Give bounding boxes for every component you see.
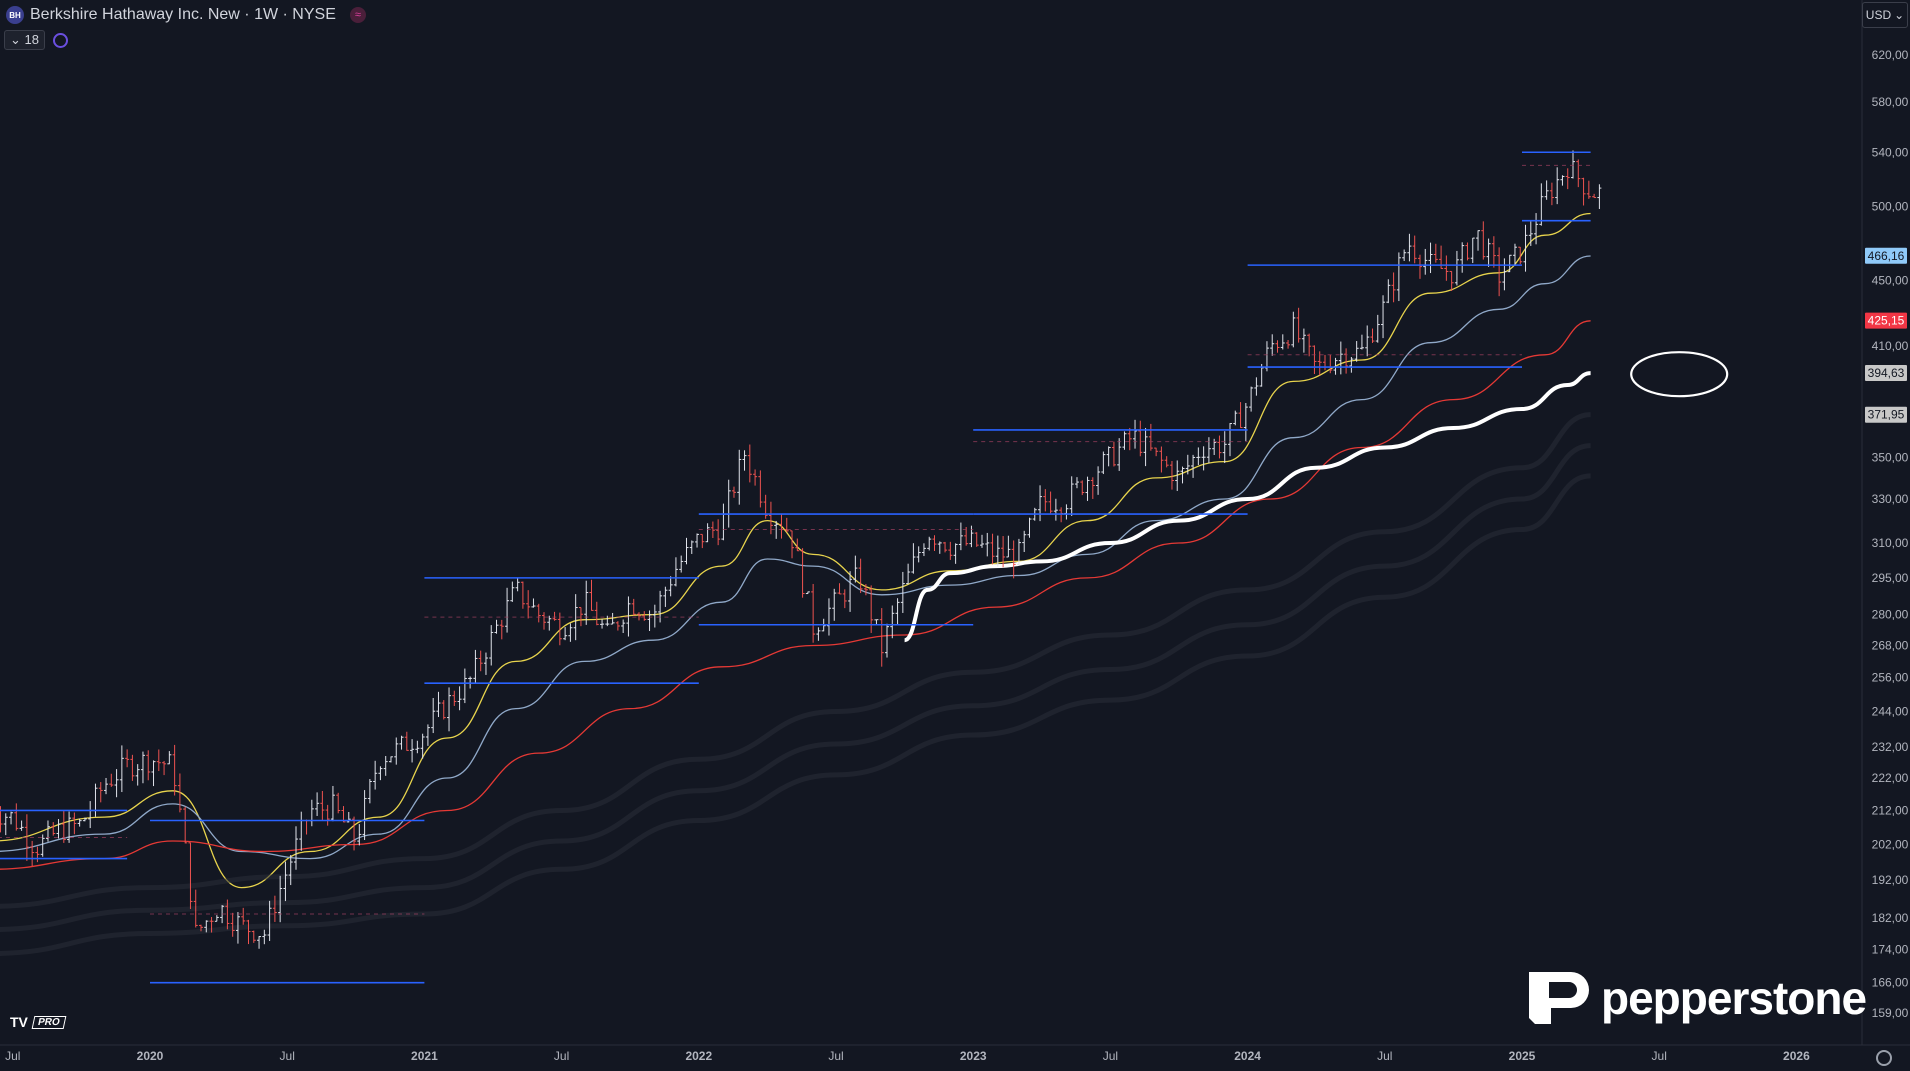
price-tick-label: 580,00 (1872, 95, 1909, 109)
price-tick-label: 256,00 (1872, 671, 1909, 685)
tradingview-logo[interactable]: TV PRO (10, 1014, 66, 1030)
price-tick-label: 540,00 (1872, 145, 1909, 159)
moving-average-line (0, 255, 1591, 860)
symbol-logo-icon: BH (6, 6, 24, 24)
time-tick-label: 2023 (960, 1049, 987, 1063)
watermark-brand: pepperstone (1601, 972, 1867, 1024)
moving-average-line (0, 212, 1591, 889)
price-tag (1865, 365, 1907, 382)
chevron-down-icon: ⌄ (10, 32, 21, 47)
moving-average-line (903, 371, 1591, 643)
time-tick-label: 2022 (685, 1049, 712, 1063)
time-tick-label: Jul (5, 1049, 20, 1063)
time-tick-label: Jul (828, 1049, 843, 1063)
time-tick-label: 2020 (137, 1049, 164, 1063)
price-tick-label: 620,00 (1872, 48, 1909, 62)
price-tick-label: 202,00 (1872, 837, 1909, 851)
price-tick-label: 330,00 (1872, 492, 1909, 506)
time-tick-label: 2021 (411, 1049, 438, 1063)
price-tick-label: 350,00 (1872, 451, 1909, 465)
pepperstone-logo-icon (1529, 972, 1589, 1024)
tv-pro-badge: PRO (31, 1015, 66, 1029)
time-tick-label: 2024 (1234, 1049, 1261, 1063)
indicators-count: 18 (24, 32, 39, 47)
gear-icon[interactable] (1876, 1050, 1892, 1066)
price-tick-label: 500,00 (1872, 199, 1909, 213)
moving-averages (0, 212, 1591, 956)
moving-average-line (0, 473, 1591, 956)
price-tick-label: 310,00 (1872, 536, 1909, 550)
time-tick-label: Jul (280, 1049, 295, 1063)
price-tick-label: 212,00 (1872, 803, 1909, 817)
tv-logo-text: TV (10, 1014, 28, 1030)
support-resistance-levels (0, 151, 1591, 984)
moving-average-line (0, 320, 1591, 870)
chart-header: BH Berkshire Hathaway Inc. New · 1W · NY… (6, 4, 366, 26)
price-tag-label: 425,15 (1868, 314, 1905, 328)
chart-grid (0, 0, 1910, 1046)
currency-label: USD (1865, 8, 1892, 22)
price-tag-label: 394,63 (1868, 366, 1905, 380)
currency-selector[interactable]: USD ⌄ (1862, 2, 1908, 28)
price-tick-label: 280,00 (1872, 608, 1909, 622)
price-tick-label: 166,00 (1872, 976, 1909, 990)
time-tick-label: 2025 (1509, 1049, 1536, 1063)
time-tick-label: 2026 (1783, 1049, 1810, 1063)
price-tick-label: 268,00 (1872, 638, 1909, 652)
indicators-toggle-button[interactable]: ⌄ 18 (4, 30, 45, 50)
price-tick-label: 192,00 (1872, 873, 1909, 887)
price-tick-label: 232,00 (1872, 740, 1909, 754)
price-tag (1865, 406, 1907, 423)
price-axis: 620,00 580,00 540,00 500,00 450,00 410,00 350,… (1865, 48, 1909, 1020)
chevron-down-icon: ⌄ (1894, 8, 1905, 22)
price-tag (1865, 312, 1907, 329)
pepperstone-watermark: pepperstone (1525, 968, 1867, 1028)
price-tick-label: 244,00 (1872, 705, 1909, 719)
price-tag-label: 371,95 (1868, 408, 1905, 422)
price-tag-label: 466,16 (1868, 249, 1905, 263)
price-tick-label: 182,00 (1872, 911, 1909, 925)
price-tick-label: 222,00 (1872, 771, 1909, 785)
compare-icon[interactable]: ≈ (349, 7, 366, 23)
indicator-row: ⌄ 18 (4, 30, 68, 50)
time-tick-label: Jul (554, 1049, 569, 1063)
price-tick-label: 295,00 (1872, 571, 1909, 585)
time-tick-label: Jul (1377, 1049, 1392, 1063)
indicator-loading-icon (53, 32, 68, 48)
price-tick-label: 174,00 (1872, 943, 1909, 957)
chart-title: Berkshire Hathaway Inc. New · 1W · NYSE (30, 6, 336, 23)
price-tag (1865, 247, 1907, 264)
annotation-ellipse (1630, 351, 1729, 398)
moving-average-line (0, 443, 1591, 932)
time-tick-label: Jul (1652, 1049, 1667, 1063)
time-axis: Jul 2020 Jul 2021 Jul 2022 Jul 2023 Jul 2024 Jul 20… (5, 1049, 1810, 1063)
annotations (1630, 351, 1729, 398)
price-tick-label: 159,00 (1872, 1006, 1909, 1020)
time-tick-label: Jul (1103, 1049, 1118, 1063)
price-tick-label: 410,00 (1872, 339, 1909, 353)
price-tick-label: 450,00 (1872, 274, 1909, 288)
moving-average-line (0, 412, 1591, 909)
